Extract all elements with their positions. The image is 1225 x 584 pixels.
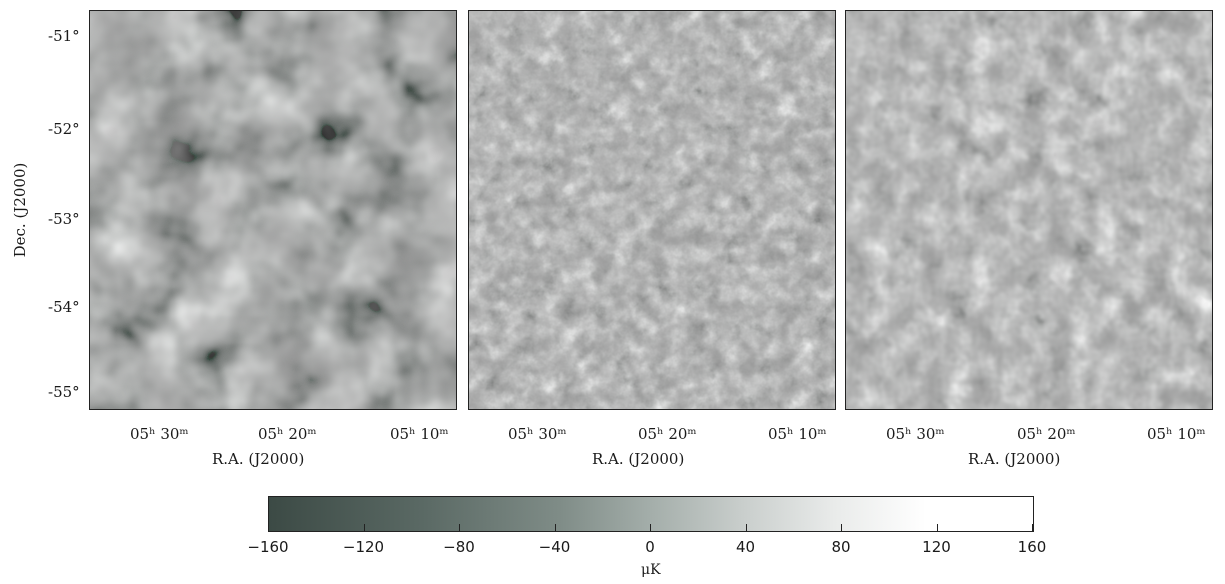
ra-tick-p3-3: 05ʰ 10ᵐ [1147,425,1206,443]
colorbar-tick-mark-6 [841,524,842,531]
ra-tick-p1-1: 05ʰ 30ᵐ [130,425,189,443]
colorbar-tick-label-8: 160 [1017,538,1047,556]
sky-map-image-1 [90,11,456,409]
colorbar [268,496,1034,532]
dec-tick-5: -55° [48,383,80,401]
colorbar-tick-mark-3 [554,524,556,531]
colorbar-tick-label-4: 0 [645,538,655,556]
colorbar-unit-label: μK [641,562,661,578]
ra-tick-p1-3: 05ʰ 10ᵐ [390,425,449,443]
colorbar-tick-mark-7 [936,524,938,531]
colorbar-tick-mark-1 [363,524,365,531]
colorbar-tick-label-3: −40 [538,538,571,556]
colorbar-tick-label-7: 120 [922,538,951,556]
ra-tick-p2-1: 05ʰ 30ᵐ [508,425,567,443]
ra-tick-p3-2: 05ʰ 20ᵐ [1017,425,1076,443]
ra-axis-label-p1: R.A. (J2000) [212,450,305,468]
dec-tick-3: -53° [48,210,80,228]
colorbar-tick-label-1: −120 [342,538,385,556]
colorbar-tick-label-6: 80 [831,538,851,556]
sky-map-image-3 [846,11,1212,409]
dec-axis-label: Dec. (J2000) [11,162,29,258]
sky-map-panel-1 [89,10,457,410]
colorbar-tick-mark-5 [745,524,747,531]
ra-axis-label-p3: R.A. (J2000) [968,450,1061,468]
sky-map-panel-2 [468,10,836,410]
colorbar-tick-mark-2 [459,524,460,531]
sky-map-panel-3 [845,10,1213,410]
sky-map-image-2 [469,11,835,409]
colorbar-tick-mark-8 [1032,524,1033,531]
dec-tick-1: -51° [48,27,80,45]
ra-tick-p2-3: 05ʰ 10ᵐ [768,425,827,443]
ra-tick-p2-2: 05ʰ 20ᵐ [638,425,697,443]
colorbar-tick-mark-4 [650,524,651,531]
ra-tick-p1-2: 05ʰ 20ᵐ [258,425,317,443]
dec-tick-2: -52° [48,120,80,138]
colorbar-tick-label-0: −160 [247,538,289,556]
dec-tick-4: -54° [48,298,80,316]
ra-tick-p3-1: 05ʰ 30ᵐ [886,425,945,443]
colorbar-tick-label-2: −80 [443,538,475,556]
colorbar-tick-mark-0 [268,524,269,531]
colorbar-tick-label-5: 40 [735,538,756,556]
ra-axis-label-p2: R.A. (J2000) [592,450,685,468]
